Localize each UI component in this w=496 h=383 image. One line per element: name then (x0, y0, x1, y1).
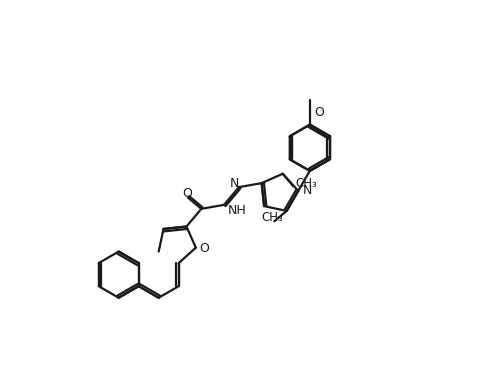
Text: NH: NH (228, 205, 247, 218)
Text: N: N (230, 177, 239, 190)
Text: N: N (303, 184, 312, 197)
Text: CH₃: CH₃ (261, 211, 283, 224)
Text: O: O (183, 187, 192, 200)
Text: O: O (314, 106, 324, 119)
Text: CH₃: CH₃ (296, 177, 317, 190)
Text: O: O (199, 242, 209, 255)
